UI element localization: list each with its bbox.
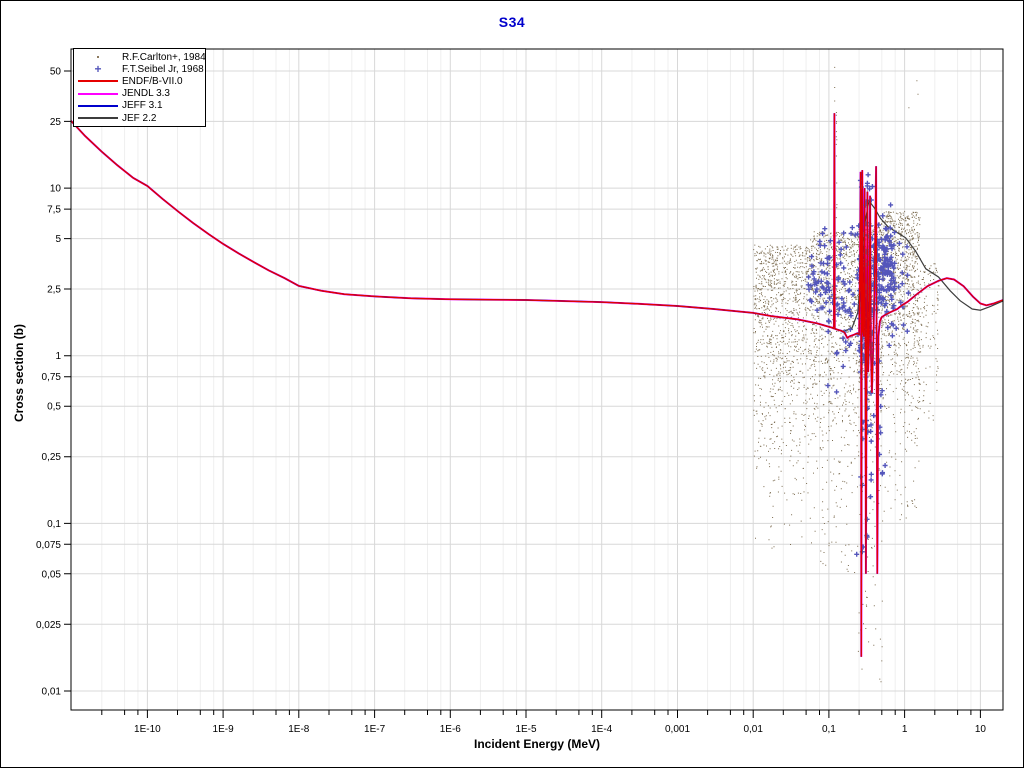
legend-item-jef22: JEF 2.2 bbox=[74, 112, 205, 124]
legend-item-endf: ENDF/B-VII.0 bbox=[74, 75, 205, 87]
legend-item-label: ENDF/B-VII.0 bbox=[122, 75, 183, 87]
grid-horizontal bbox=[71, 70, 1003, 692]
legend-item-label: R.F.Carlton+, 1984 bbox=[122, 51, 206, 63]
x-tick-label: 1E-9 bbox=[213, 724, 235, 735]
legend-item-seibel: + F.T.Seibel Jr, 1968 bbox=[74, 63, 205, 75]
y-tick-label: 0,25 bbox=[42, 452, 62, 463]
x-tick-label: 1E-8 bbox=[288, 724, 310, 735]
x-tick-label: 0,1 bbox=[822, 724, 836, 735]
y-tick-label: 0,1 bbox=[47, 519, 61, 530]
red-line-icon bbox=[74, 80, 122, 83]
legend-item-label: JENDL 3.3 bbox=[122, 88, 170, 100]
magenta-line-icon bbox=[74, 92, 122, 95]
y-axis-title: Cross section (b) bbox=[12, 323, 26, 423]
y-tick-label: 2,5 bbox=[47, 285, 61, 296]
x-tick-label: 10 bbox=[975, 724, 987, 735]
plot-frame bbox=[70, 48, 1004, 711]
legend-item-label: JEF 2.2 bbox=[122, 112, 157, 124]
grid-major bbox=[146, 49, 981, 710]
legend-item-carlton: R.F.Carlton+, 1984 bbox=[74, 51, 206, 63]
x-tick-label: 1E-4 bbox=[591, 724, 613, 735]
y-tick-label: 50 bbox=[50, 67, 62, 78]
blue-line-icon bbox=[74, 104, 122, 107]
y-tick-label: 10 bbox=[50, 184, 62, 195]
x-tick-label: 1 bbox=[902, 724, 908, 735]
y-tick-label: 0,05 bbox=[42, 569, 62, 580]
endf-curve bbox=[70, 113, 1004, 657]
x-tick-label: 1E-10 bbox=[134, 724, 161, 735]
chart-title: S34 bbox=[498, 14, 526, 30]
gray-line-icon bbox=[74, 117, 122, 120]
y-tick-label: 5 bbox=[55, 234, 61, 245]
carlton-scatter bbox=[753, 66, 940, 683]
y-tick-label: 0,01 bbox=[42, 687, 62, 698]
axis-ticks bbox=[64, 70, 981, 718]
x-tick-label: 1E-7 bbox=[364, 724, 386, 735]
x-tick-label: 0,001 bbox=[665, 724, 690, 735]
x-axis-title: Incident Energy (MeV) bbox=[473, 737, 601, 751]
y-tick-label: 0,75 bbox=[42, 372, 62, 383]
x-tick-label: 1E-5 bbox=[515, 724, 537, 735]
y-tick-label: 0,5 bbox=[47, 402, 61, 413]
dot-marker-icon bbox=[74, 56, 122, 59]
legend-item-jeff31: JEFF 3.1 bbox=[74, 100, 205, 112]
plus-marker-icon: + bbox=[94, 62, 102, 77]
y-tick-label: 25 bbox=[50, 117, 62, 128]
y-tick-label: 0,075 bbox=[36, 540, 61, 551]
legend-item-jendl: JENDL 3.3 bbox=[74, 88, 205, 100]
y-tick-label: 0,025 bbox=[36, 620, 61, 631]
x-tick-label: 1E-6 bbox=[440, 724, 462, 735]
grid-minor bbox=[101, 49, 972, 710]
y-tick-label: 7,5 bbox=[47, 205, 61, 216]
x-tick-label: 0,01 bbox=[743, 724, 763, 735]
legend-box: R.F.Carlton+, 1984 + F.T.Seibel Jr, 1968… bbox=[73, 48, 206, 128]
legend-item-label: F.T.Seibel Jr, 1968 bbox=[122, 63, 204, 75]
y-tick-label: 1 bbox=[55, 351, 61, 362]
jendl-curve bbox=[70, 113, 1004, 657]
legend-item-label: JEFF 3.1 bbox=[122, 100, 163, 112]
